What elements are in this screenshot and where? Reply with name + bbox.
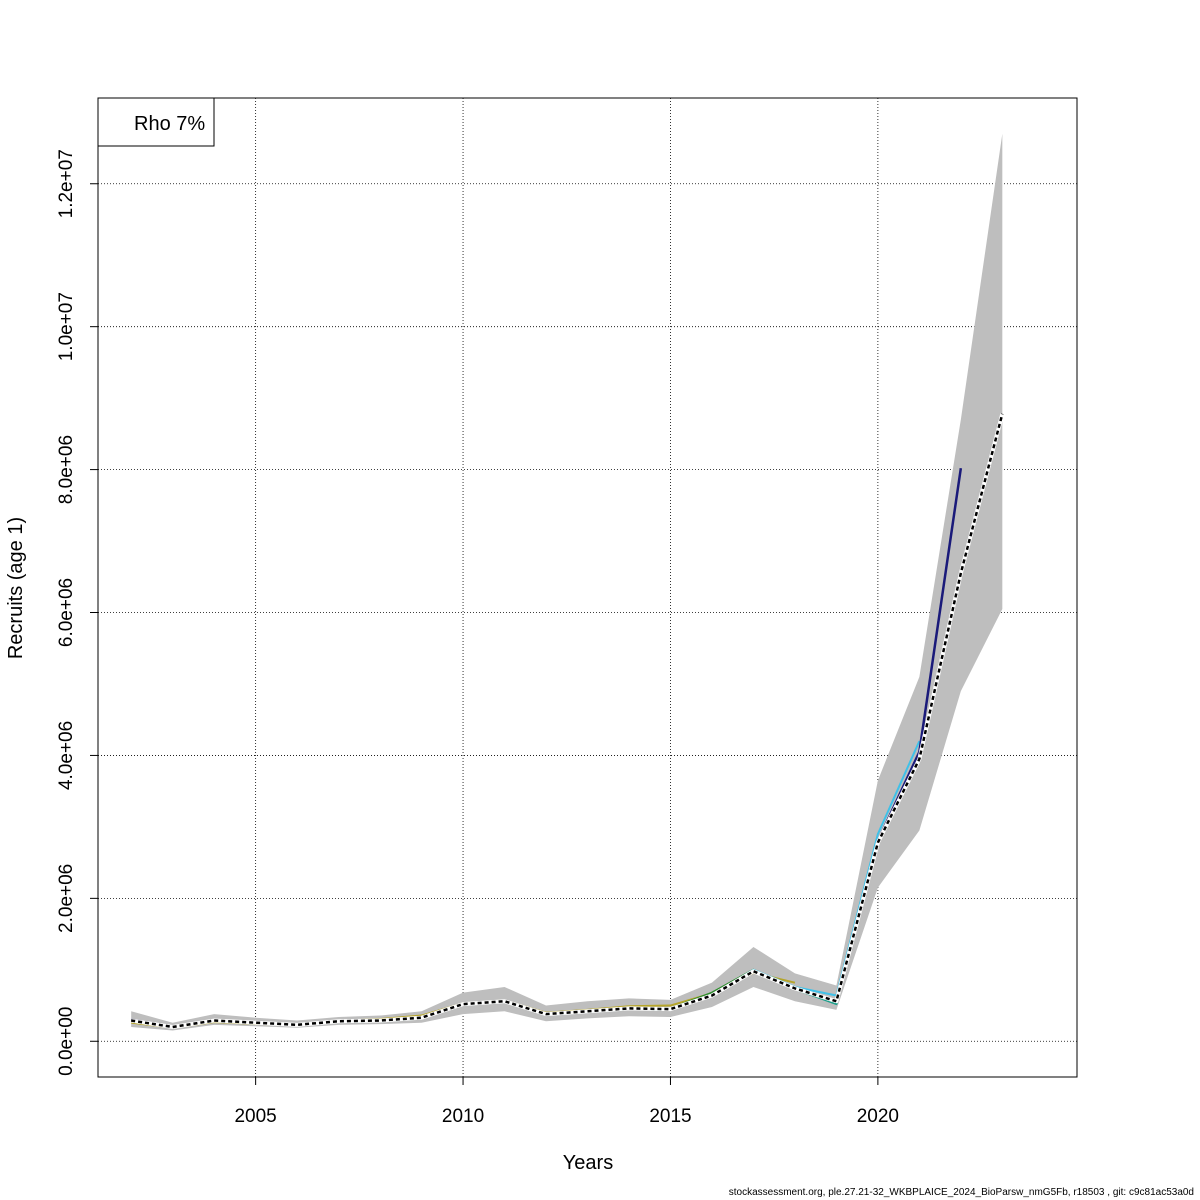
series-line-main-estimate (130, 413, 1004, 1029)
legend-entry: Rho 7% (134, 113, 205, 135)
y-tick-label: 1.2e+07 (56, 149, 77, 218)
x-tick-label: 2020 (857, 1106, 899, 1127)
grid (98, 98, 1077, 1077)
confidence-band-area (131, 133, 1003, 1031)
x-tick-label: 2015 (649, 1106, 691, 1127)
footer-credit: stockassessment.org, ple.27.21-32_WKBPLA… (728, 1187, 1194, 1198)
y-tick-label: 6.0e+06 (56, 578, 77, 647)
y-axis: 0.0e+00 2.0e+06 4.0e+06 6.0e+06 8.0e+06 1.0e+… (56, 149, 98, 1076)
y-tick-label: 1.0e+07 (56, 292, 77, 361)
series-lines (130, 413, 1005, 1029)
y-axis-title: Recruits (age 1) (5, 517, 27, 659)
series-line-main-halo (130, 413, 1005, 1029)
x-axis: 2005 2010 2015 2020 (234, 1077, 899, 1127)
x-tick-label: 2005 (234, 1106, 276, 1127)
plot-frame (97, 97, 1078, 1078)
x-axis-title: Years (563, 1152, 613, 1174)
y-tick-label: 2.0e+06 (56, 864, 77, 933)
y-tick-label: 0.0e+00 (56, 1007, 77, 1076)
legend-box (97, 97, 215, 147)
confidence-band (131, 133, 1003, 1031)
x-tick-label: 2010 (442, 1106, 484, 1127)
y-tick-label: 8.0e+06 (56, 435, 77, 504)
y-tick-label: 4.0e+06 (56, 721, 77, 790)
legend: Rho 7% (97, 97, 215, 147)
